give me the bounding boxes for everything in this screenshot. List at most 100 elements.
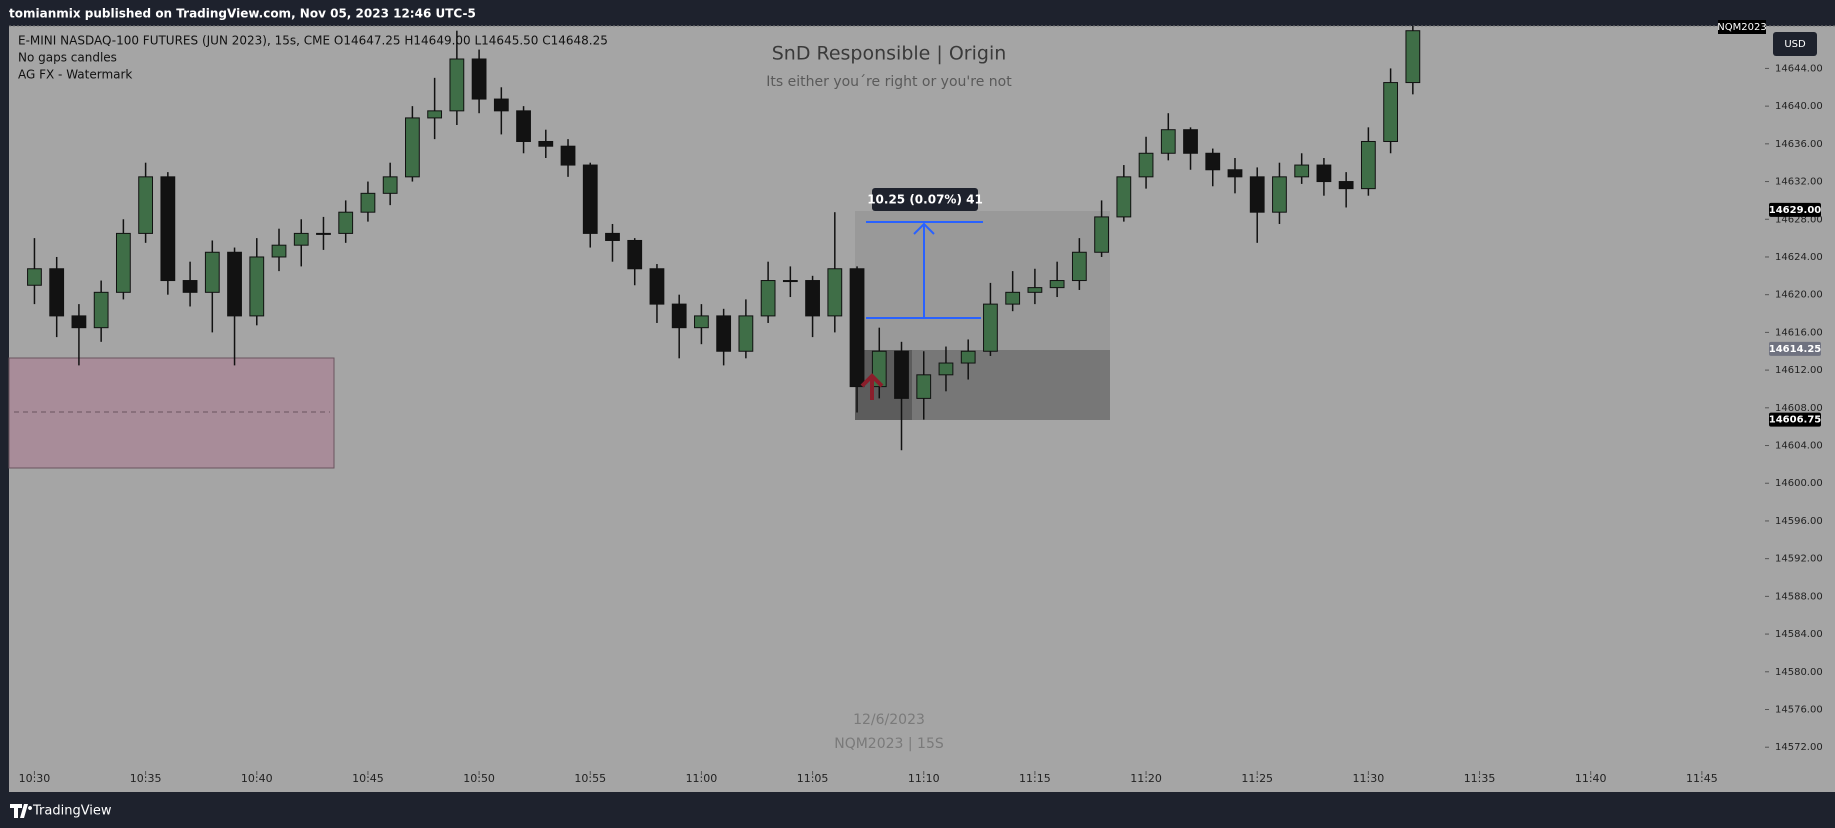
x-tick-label: 11:25 bbox=[1241, 772, 1273, 785]
candle-body bbox=[316, 232, 331, 235]
candle-body bbox=[71, 315, 87, 329]
x-tick-label: 10:35 bbox=[130, 772, 162, 785]
watermark: NQM2023 | 15S bbox=[834, 736, 944, 752]
price-label: 14614.25 bbox=[1769, 344, 1822, 355]
x-tick-label: 11:40 bbox=[1575, 772, 1607, 785]
y-tick-label: 14612.00 bbox=[1775, 365, 1823, 376]
zone bbox=[8, 357, 335, 469]
candle-body bbox=[471, 58, 487, 100]
candle-body bbox=[827, 268, 843, 317]
candle-body bbox=[516, 110, 531, 142]
x-tick-label: 10:50 bbox=[463, 772, 495, 785]
candle-body bbox=[627, 239, 643, 270]
candle-body bbox=[1005, 291, 1021, 305]
y-tick-label: 14640.00 bbox=[1775, 101, 1823, 112]
candle-body bbox=[1316, 164, 1332, 183]
y-tick-label: 14572.00 bbox=[1775, 742, 1823, 753]
x-tick-label: 11:10 bbox=[908, 772, 940, 785]
candle-body bbox=[716, 315, 732, 352]
watermark: 12/6/2023 bbox=[853, 712, 925, 728]
candle-body bbox=[560, 145, 576, 166]
y-tick-label: 14620.00 bbox=[1775, 290, 1823, 301]
candle-body bbox=[338, 211, 354, 234]
x-tick-label: 11:05 bbox=[797, 772, 829, 785]
candle-body bbox=[1294, 164, 1310, 178]
candle-body bbox=[1183, 129, 1198, 154]
candle-body bbox=[1049, 280, 1065, 289]
entry-arrow[interactable] bbox=[860, 373, 884, 400]
candle-body bbox=[1338, 181, 1354, 190]
measure-arrow bbox=[913, 222, 935, 318]
candle-body bbox=[582, 164, 598, 234]
candle-body bbox=[983, 303, 998, 352]
candle-body bbox=[1383, 82, 1399, 142]
candle-body bbox=[249, 256, 265, 317]
candle-body bbox=[49, 268, 65, 317]
chart-subtitle: Its either you´re right or you're not bbox=[766, 74, 1012, 90]
chart-title: SnD Responsible | Origin bbox=[772, 43, 1007, 65]
footer: TradingView bbox=[32, 804, 112, 819]
candle-body bbox=[1205, 152, 1221, 171]
x-tick-label: 10:55 bbox=[574, 772, 606, 785]
indicator: No gaps candles bbox=[18, 51, 117, 65]
candle-body bbox=[1027, 287, 1043, 293]
symbol-tag-bg bbox=[1718, 20, 1766, 34]
price-label-bg bbox=[1769, 341, 1821, 356]
y-tick-label: 14588.00 bbox=[1775, 591, 1823, 602]
x-tick-label: 10:45 bbox=[352, 772, 384, 785]
x-tick-label: 11:20 bbox=[1130, 772, 1162, 785]
y-tick-label: 14604.00 bbox=[1775, 441, 1823, 452]
y-tick-label: 14580.00 bbox=[1775, 667, 1823, 678]
y-tick-label: 14644.00 bbox=[1775, 63, 1823, 74]
candle-body bbox=[1360, 140, 1376, 190]
candle-body bbox=[1272, 176, 1287, 213]
x-tick-label: 11:45 bbox=[1686, 772, 1718, 785]
candle-body bbox=[805, 280, 820, 317]
bottom-bar bbox=[0, 792, 1835, 828]
symbol-info: E-MINI NASDAQ-100 FUTURES (JUN 2023), 15… bbox=[18, 34, 608, 48]
y-tick-label: 14600.00 bbox=[1775, 478, 1823, 489]
currency-button[interactable] bbox=[1773, 32, 1817, 56]
candle-body bbox=[138, 176, 154, 234]
x-tick-label: 10:30 bbox=[19, 772, 51, 785]
candle-body bbox=[1227, 169, 1243, 178]
candle-body bbox=[182, 280, 198, 293]
price-label: 14606.75 bbox=[1769, 415, 1822, 426]
candle-body bbox=[1071, 251, 1087, 282]
candle-body bbox=[1138, 152, 1154, 178]
candle-body bbox=[427, 110, 443, 119]
price-label-bg bbox=[1769, 412, 1821, 427]
y-tick-label: 14592.00 bbox=[1775, 554, 1823, 565]
candle-body bbox=[782, 280, 798, 283]
candle-body bbox=[204, 251, 220, 293]
candle-body bbox=[1094, 216, 1109, 253]
candle-body bbox=[738, 315, 754, 352]
candle-body bbox=[360, 192, 376, 213]
candle-body bbox=[227, 251, 242, 317]
currency[interactable]: USD bbox=[1784, 39, 1806, 50]
candle-body bbox=[671, 303, 687, 329]
candle-body bbox=[894, 350, 909, 399]
candle-body bbox=[649, 268, 665, 305]
target-zone bbox=[855, 211, 1110, 350]
candle-body bbox=[960, 350, 976, 364]
top-bar bbox=[0, 0, 1835, 26]
candle-body bbox=[493, 98, 509, 112]
candle-body bbox=[849, 268, 865, 388]
candle-body bbox=[1249, 176, 1265, 213]
candle-body bbox=[160, 176, 176, 282]
candle-body bbox=[605, 232, 620, 241]
price-label-bg bbox=[1769, 202, 1821, 217]
candle-body bbox=[916, 374, 932, 399]
y-tick-label: 14584.00 bbox=[1775, 629, 1823, 640]
candle-body bbox=[538, 140, 554, 147]
measure-label: 10.25 (0.07%) 41 bbox=[867, 193, 983, 207]
indicator: AG FX - Watermark bbox=[18, 68, 132, 82]
logo bbox=[10, 804, 33, 818]
y-tick-label: 14576.00 bbox=[1775, 704, 1823, 715]
x-tick-label: 11:00 bbox=[686, 772, 718, 785]
candle-body bbox=[938, 362, 954, 376]
y-tick-label: 14596.00 bbox=[1775, 516, 1823, 527]
